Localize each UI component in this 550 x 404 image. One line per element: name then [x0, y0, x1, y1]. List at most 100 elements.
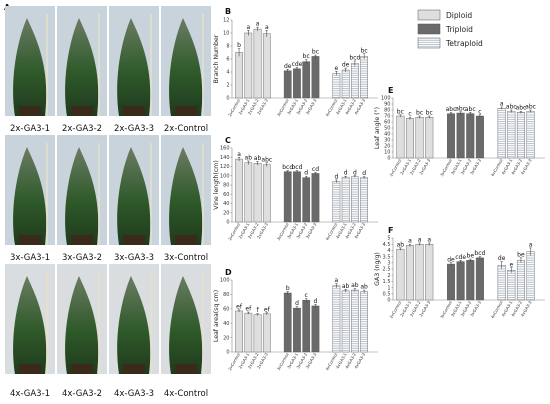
significance-label: de: [447, 256, 455, 263]
significance-label: de: [342, 62, 350, 69]
y-tick-label: 0.5: [383, 292, 391, 298]
significance-label: a: [427, 236, 431, 243]
significance-label: d: [314, 298, 318, 305]
bar: [293, 307, 301, 353]
y-tick-label: 10: [384, 150, 390, 156]
bar: [262, 313, 271, 353]
bar: [526, 110, 535, 159]
y-tick-label: 90: [384, 102, 390, 108]
bar: [332, 181, 341, 223]
y-tick-label: 20: [384, 144, 390, 150]
panel-letter-c: C: [225, 136, 231, 145]
panel-letter-d: D: [225, 268, 232, 277]
bar: [293, 171, 301, 223]
significance-label: ef: [264, 306, 271, 313]
photo-label: 4x-GA3-1: [10, 389, 50, 399]
y-tick-label: 120: [220, 164, 230, 170]
legend: Diploid Triploid Tetraploid: [417, 9, 483, 49]
bar: [235, 158, 243, 223]
plant-photo: [57, 264, 107, 374]
plant-photo: [161, 264, 211, 374]
significance-label: a: [256, 21, 260, 28]
photo-label: 2x-GA3-2: [62, 124, 102, 134]
significance-label: a: [265, 24, 269, 31]
y-tick-label: 80: [223, 292, 229, 298]
significance-label: abc: [446, 106, 457, 113]
significance-label: a: [529, 241, 533, 248]
significance-label: b: [286, 285, 290, 292]
y-tick-label: 0: [387, 156, 390, 162]
significance-label: cde: [455, 254, 466, 261]
bar: [360, 177, 368, 223]
y-axis-title: GA3 (ng/g): [374, 252, 381, 286]
plant-pot: [175, 235, 197, 245]
plant-foliage: [169, 276, 203, 374]
y-tick-label: 4: [226, 70, 229, 76]
y-tick-label: 80: [384, 108, 390, 114]
plant-photo: [5, 6, 55, 116]
significance-label: a: [418, 236, 422, 243]
bar: [253, 28, 262, 99]
legend-swatch: [417, 23, 441, 35]
bar: [283, 70, 292, 99]
bar: [507, 110, 516, 159]
bar: [415, 116, 424, 159]
bar: [396, 115, 405, 159]
y-tick-label: 6: [226, 57, 229, 63]
y-tick-label: 20: [223, 335, 229, 341]
y-tick-label: 0: [226, 220, 229, 226]
bar: [262, 164, 271, 223]
photo-label: 2x-GA3-1: [10, 124, 50, 134]
bar: [341, 176, 350, 223]
y-tick-label: 40: [223, 321, 229, 327]
legend-swatch: [417, 9, 441, 21]
photo-label: 2x-GA3-3: [114, 124, 154, 134]
bar: [466, 113, 475, 159]
plant-photo: [5, 264, 55, 374]
y-tick-label: 30: [384, 138, 390, 144]
plant-foliage: [13, 276, 47, 374]
significance-label: e: [509, 261, 513, 268]
y-tick-label: 2: [387, 273, 390, 279]
plant-pot: [19, 364, 41, 374]
plant-photo: [57, 135, 107, 245]
y-tick-label: 60: [384, 120, 390, 126]
y-tick-label: 60: [223, 307, 229, 313]
bar: [447, 113, 456, 159]
panel-letter-e: E: [388, 86, 393, 95]
significance-label: d: [362, 170, 366, 177]
bar: [475, 257, 484, 301]
significance-label: cd: [312, 166, 319, 173]
plant-pot: [71, 364, 93, 374]
plant-pot: [71, 235, 93, 245]
bar: [244, 162, 253, 223]
bar: [302, 177, 311, 223]
y-axis-title: Leaf angle (°): [373, 107, 381, 149]
significance-label: ef: [245, 306, 252, 313]
y-tick-label: 50: [384, 126, 390, 132]
bar: [253, 314, 262, 353]
significance-label: bcd: [282, 164, 293, 171]
y-tick-label: 2: [226, 83, 229, 89]
plant-pot: [19, 235, 41, 245]
y-tick-label: 8: [226, 44, 229, 50]
significance-label: bc: [416, 110, 423, 117]
significance-label: cde: [292, 61, 303, 68]
bar: [516, 112, 525, 159]
significance-label: d: [334, 173, 338, 180]
significance-label: de: [284, 63, 292, 70]
significance-label: abc: [525, 104, 536, 111]
bar: [235, 310, 243, 353]
y-tick-label: 0: [387, 298, 390, 304]
significance-label: be: [467, 253, 475, 260]
significance-label: abc: [455, 105, 466, 112]
significance-label: d: [344, 170, 348, 177]
y-tick-label: 10: [223, 31, 229, 37]
significance-label: ab: [351, 282, 359, 289]
y-axis-title: Branch Number: [213, 34, 220, 83]
y-tick-label: 40: [223, 201, 229, 207]
y-tick-label: 1.5: [383, 279, 391, 285]
significance-label: c: [305, 292, 308, 299]
y-tick-label: 4: [387, 248, 390, 254]
